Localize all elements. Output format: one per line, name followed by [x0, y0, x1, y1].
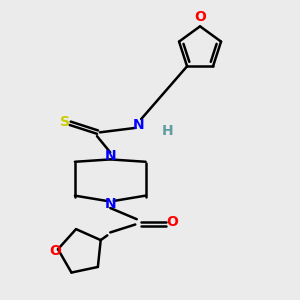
- Text: N: N: [132, 118, 144, 132]
- Text: O: O: [194, 10, 206, 24]
- Text: N: N: [104, 197, 116, 212]
- Text: N: N: [104, 149, 116, 163]
- Text: O: O: [49, 244, 61, 258]
- Text: O: O: [166, 215, 178, 229]
- Text: H: H: [162, 124, 173, 138]
- Text: S: S: [60, 115, 70, 129]
